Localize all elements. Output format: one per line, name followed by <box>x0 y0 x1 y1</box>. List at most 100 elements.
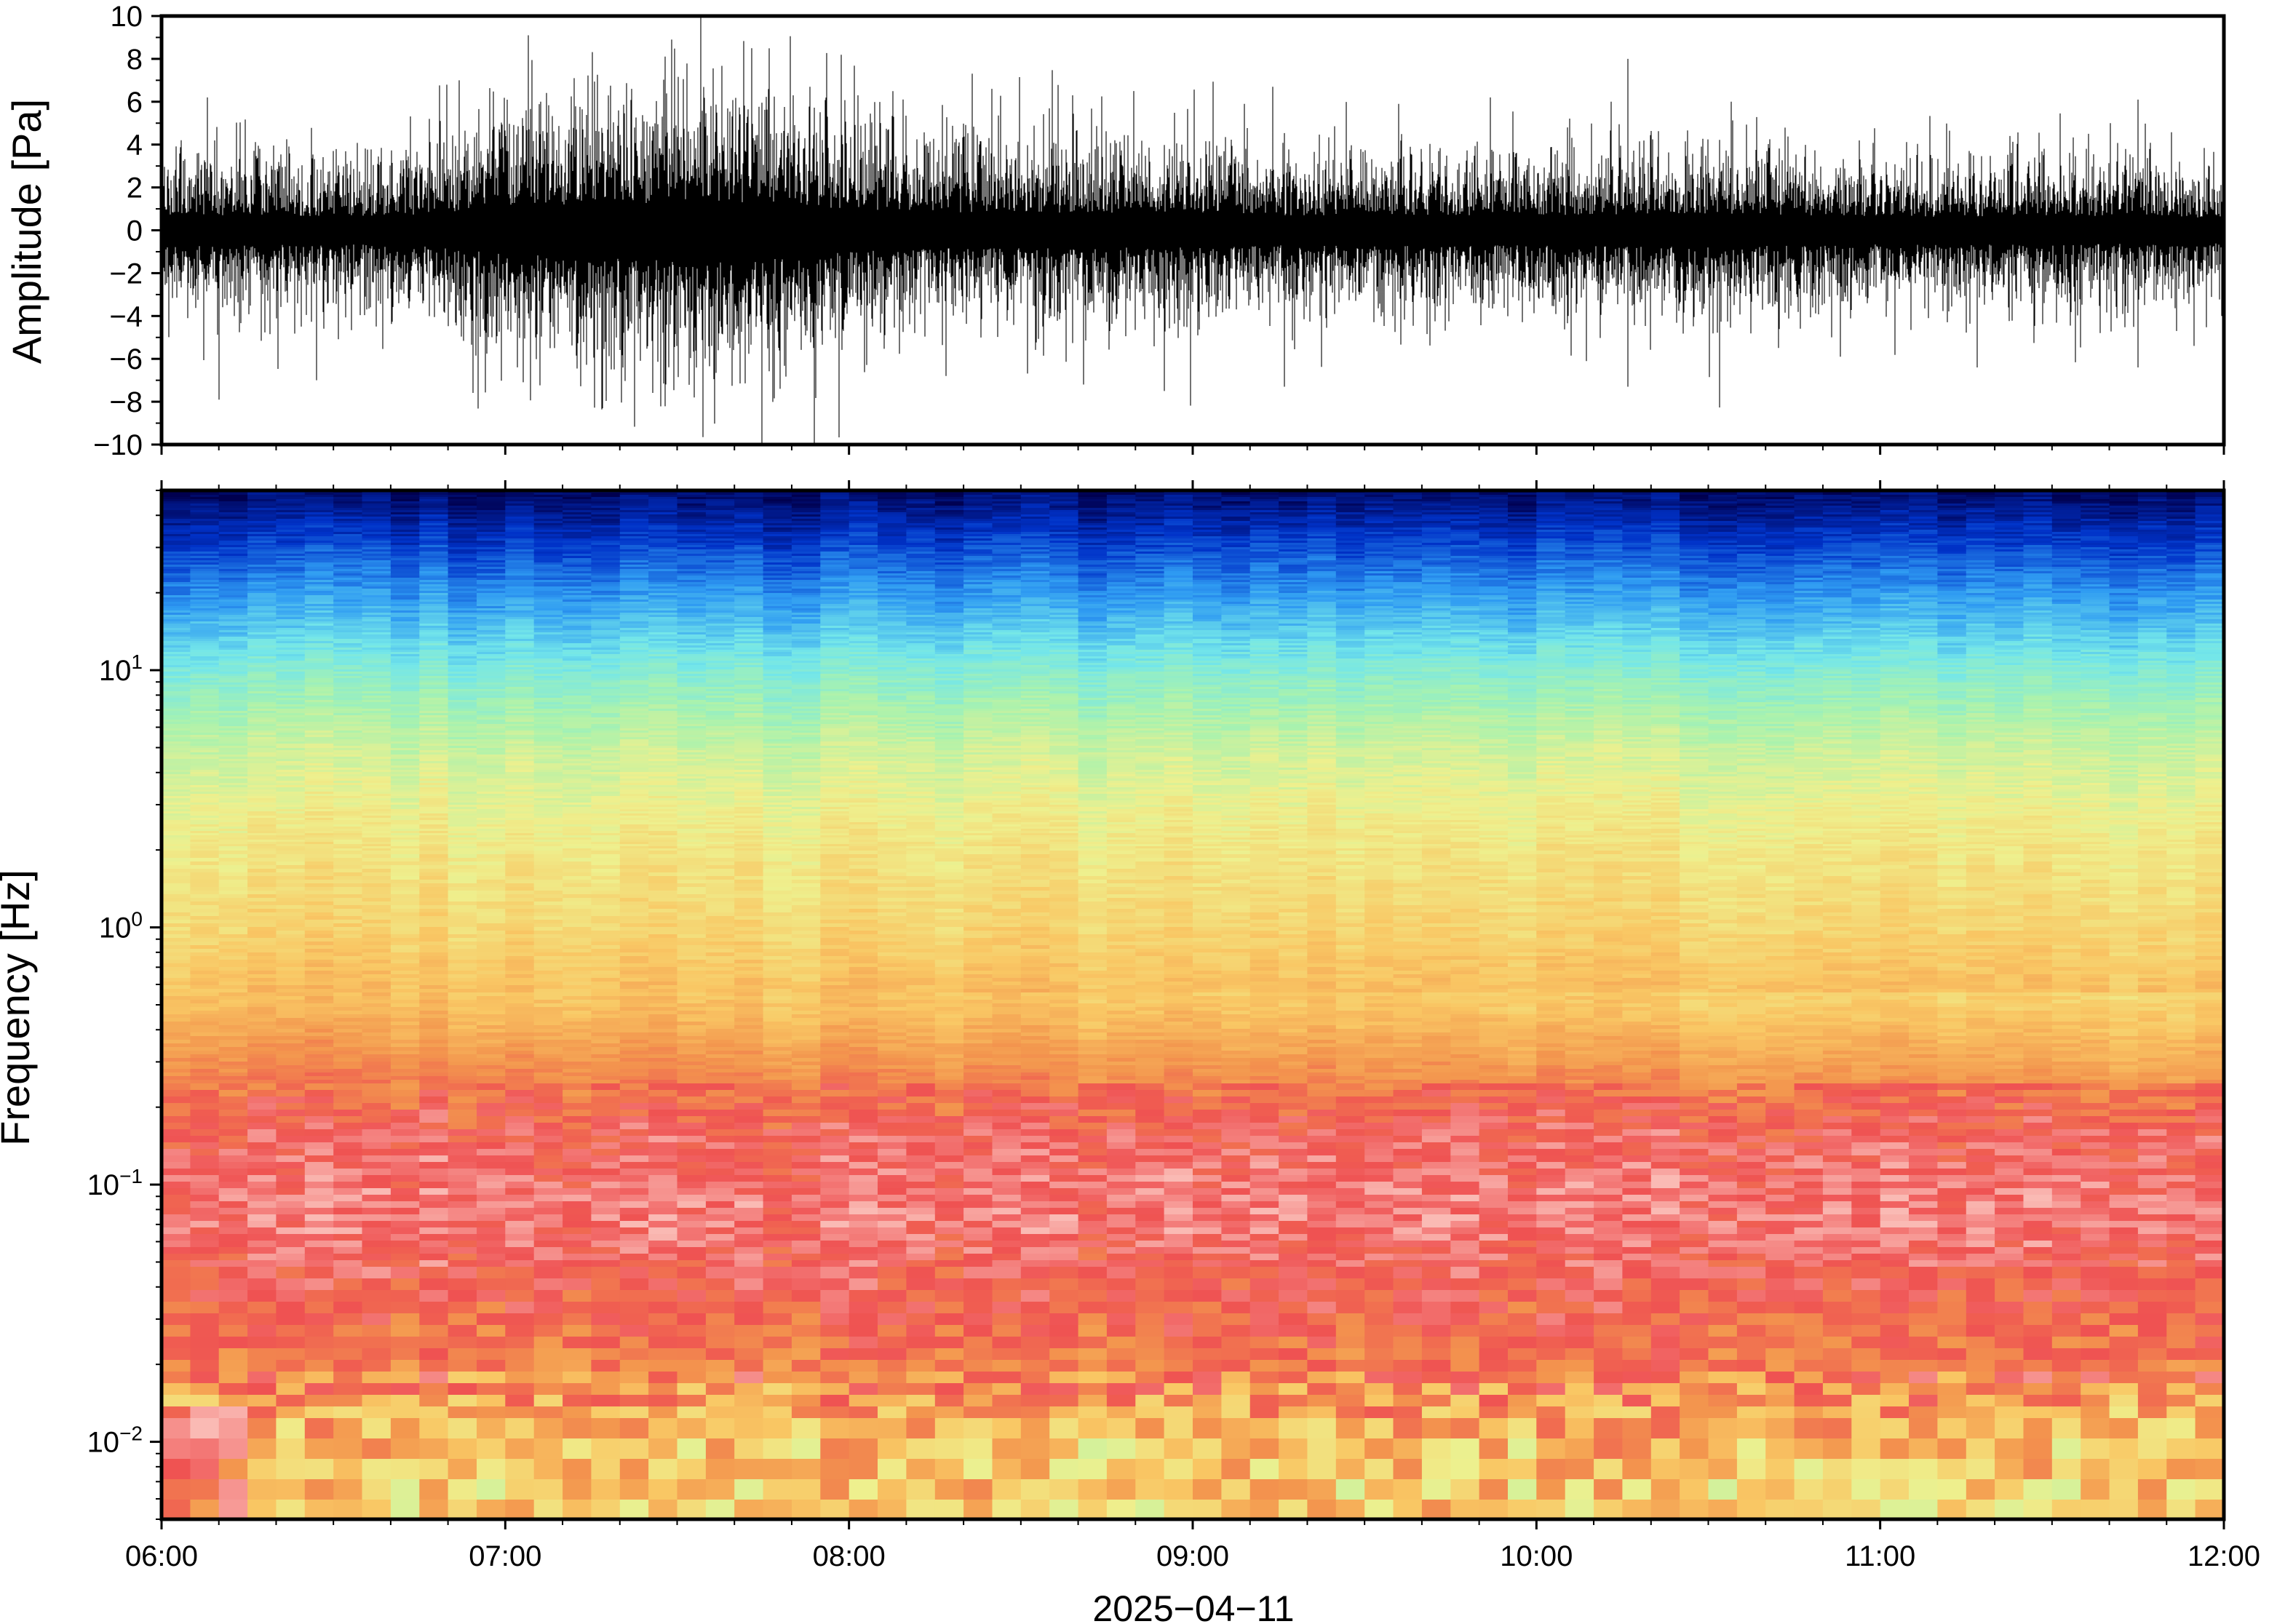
spectrogram-cell <box>333 521 363 524</box>
spectrogram-cell <box>648 803 678 805</box>
spectrogram-cell <box>276 858 306 862</box>
spectrogram-cell <box>563 963 592 968</box>
spectrogram-cell <box>533 1479 563 1500</box>
spectrogram-cell <box>276 597 306 600</box>
spectrogram-cell <box>247 562 277 565</box>
spectrogram-cell <box>190 1500 220 1519</box>
spectrogram-cell <box>533 584 563 587</box>
spectrogram-cell <box>333 1142 363 1150</box>
spectrogram-cell <box>247 678 277 681</box>
spectrogram-cell <box>448 706 477 709</box>
spectrogram-cell <box>563 1479 592 1500</box>
spectrogram-cell <box>505 711 535 714</box>
spectrogram-cell <box>477 835 506 838</box>
spectrogram-cell <box>276 865 306 869</box>
spectrogram-cell <box>533 831 563 834</box>
spectrogram-cell <box>505 803 535 805</box>
spectrogram-cell <box>390 774 420 777</box>
spectrogram-cell <box>390 1195 420 1202</box>
spectrogram-cell <box>276 794 306 797</box>
spectrogram-cell <box>648 827 678 829</box>
spectrogram-cell <box>591 761 621 764</box>
spectrogram-cell <box>619 676 649 679</box>
spectrogram-cell <box>390 634 420 637</box>
spectrogram-cell <box>304 1227 334 1235</box>
spectrogram-cell <box>390 711 420 714</box>
spectrogram-cell <box>619 547 649 550</box>
spectrogram-cell <box>591 672 621 674</box>
spectrogram-cell <box>505 891 535 895</box>
spectrogram-cell <box>533 744 563 747</box>
spectrogram-cell <box>563 1036 592 1040</box>
spectrogram-cell <box>276 536 306 539</box>
spectrogram-cell <box>162 497 191 500</box>
spectrogram-cell <box>533 641 563 644</box>
spectrogram-cell <box>247 816 277 819</box>
spectrogram-cell <box>218 1195 248 1202</box>
spectrogram-cell <box>162 1036 191 1040</box>
spectrogram-cell <box>362 781 392 784</box>
spectrogram-cell <box>505 514 535 517</box>
spectrogram-cell <box>390 1169 420 1176</box>
spectrogram-cell <box>591 776 621 779</box>
spectrogram-cell <box>563 645 592 648</box>
spectrogram-cell <box>448 1372 477 1384</box>
spectrogram-cell <box>162 621 191 624</box>
spectrogram-cell <box>247 606 277 609</box>
spectrogram-cell <box>591 639 621 642</box>
spectrogram-cell <box>648 634 678 637</box>
spectrogram-cell <box>162 545 191 548</box>
spectrogram-cell <box>162 876 191 880</box>
spectrogram-cell <box>563 905 592 909</box>
spectrogram-cell <box>162 869 191 873</box>
spectrogram-cell <box>276 628 306 631</box>
spectrogram-cell <box>362 711 392 714</box>
spectrogram-cell <box>190 1018 220 1022</box>
spectrogram-cell <box>505 876 535 880</box>
spectrogram-cell <box>419 1014 449 1019</box>
spectrogram-cell <box>390 532 420 535</box>
spectrogram-cell <box>218 1360 248 1372</box>
spectrogram-cell <box>218 761 248 764</box>
spectrogram-cell <box>563 726 592 729</box>
spectrogram-cell <box>563 1214 592 1222</box>
spectrogram-cell <box>390 706 420 709</box>
spectrogram-cell <box>247 757 277 760</box>
spectrogram-cell <box>533 654 563 657</box>
spectrogram-cell <box>162 807 191 810</box>
spectrogram-cell <box>362 576 392 578</box>
spectrogram-cell <box>190 861 220 866</box>
spectrogram-cell <box>390 1076 420 1080</box>
spectrogram-cell <box>563 805 592 808</box>
spectrogram-cell <box>591 545 621 548</box>
spectrogram-cell <box>390 1043 420 1048</box>
spectrogram-cell <box>533 840 563 843</box>
spectrogram-cell <box>648 582 678 585</box>
spectrogram-cell <box>276 1182 306 1189</box>
spectrogram-cell <box>162 519 191 522</box>
spectrogram-cell <box>505 789 535 792</box>
spectrogram-cell <box>505 549 535 552</box>
spectrogram-cell <box>533 676 563 679</box>
spectrogram-cell <box>247 615 277 618</box>
spectrogram-cell <box>190 1325 220 1337</box>
spectrogram-cell <box>362 985 392 990</box>
spectrogram-cell <box>648 1188 678 1195</box>
spectrogram-cell <box>533 1395 563 1407</box>
spectrogram-cell <box>218 586 248 589</box>
spectrogram-cell <box>505 1162 535 1169</box>
spectrogram-cell <box>362 578 392 581</box>
spectrogram-cell <box>162 1260 191 1267</box>
spectrogram-cell <box>162 942 191 946</box>
spectrogram-cell <box>304 820 334 823</box>
spectrogram-cell <box>333 532 363 535</box>
spectrogram-cell <box>362 894 392 899</box>
spectrogram-cell <box>619 709 649 712</box>
spectrogram-cell <box>190 1072 220 1077</box>
spectrogram-cell <box>218 689 248 692</box>
spectrogram-cell <box>477 593 506 596</box>
spectrogram-cell <box>304 656 334 659</box>
spectrogram-cell <box>477 645 506 648</box>
spectrogram-cell <box>362 597 392 600</box>
spectrogram-cell <box>390 637 420 640</box>
